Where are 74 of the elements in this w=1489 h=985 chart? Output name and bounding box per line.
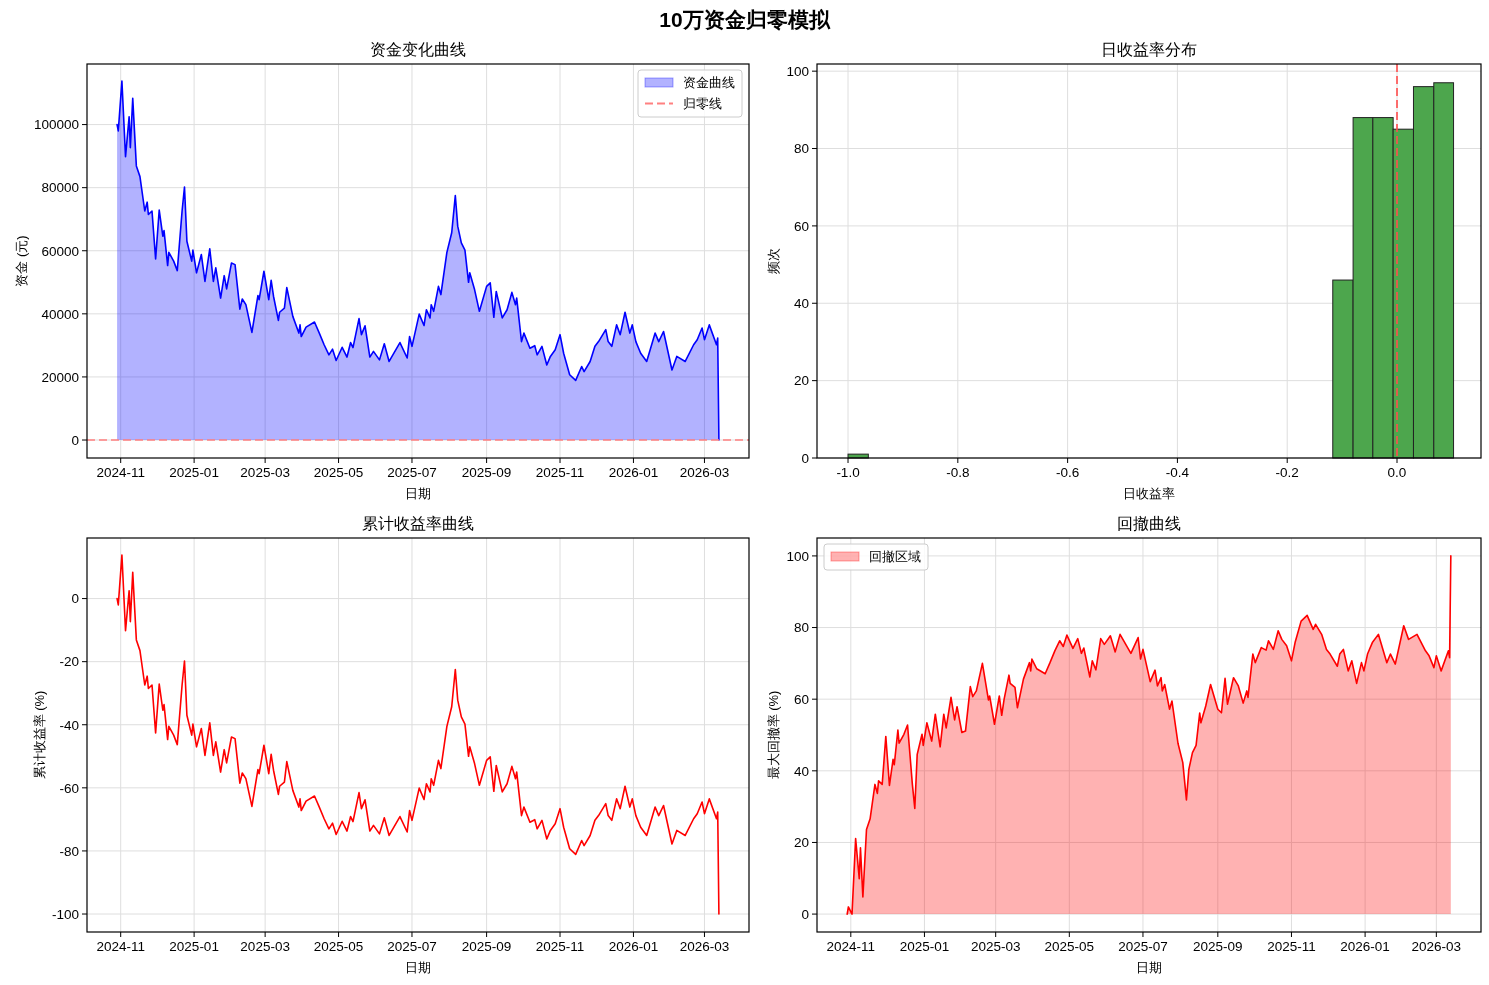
chart-title: 资金变化曲线 [370, 41, 466, 58]
y-tick-label: -100 [51, 906, 79, 922]
y-tick-label: 60 [793, 218, 809, 234]
y-tick-label: 80 [793, 141, 809, 157]
x-tick-label: -0.2 [1275, 465, 1299, 480]
x-tick-label: 2025-05 [313, 465, 364, 480]
chart-title: 回撤曲线 [1117, 515, 1181, 532]
x-tick-label: -0.8 [946, 465, 970, 480]
y-tick-label: 60 [793, 691, 809, 707]
x-tick-label: 2025-03 [970, 939, 1021, 954]
y-tick-label: 0 [71, 591, 79, 607]
x-tick-label: 2026-03 [679, 939, 730, 954]
y-tick-label: 0 [801, 450, 809, 466]
y-tick-label: 20 [793, 835, 809, 851]
x-tick-label: 2025-01 [169, 465, 219, 480]
text: 10万资金归零模拟 [659, 8, 831, 31]
y-tick-label: -20 [59, 654, 79, 670]
y-tick-label: -40 [59, 717, 79, 733]
x-tick-label: -1.0 [836, 465, 860, 480]
y-axis-title: 频次 [766, 248, 782, 274]
y-tick-label: 40 [793, 763, 809, 779]
x-tick-label: 2025-01 [899, 939, 950, 954]
x-tick-label: 2025-11 [535, 939, 585, 954]
x-tick-label: 2025-01 [169, 939, 219, 954]
x-tick-label: 2025-07 [387, 465, 437, 480]
x-tick-label: 2025-05 [313, 939, 364, 954]
x-tick-label: -0.4 [1165, 465, 1190, 480]
x-tick-label: 2024-11 [96, 465, 145, 480]
y-tick-label: -80 [59, 843, 79, 859]
x-axis-title: 日期 [405, 960, 431, 975]
x-tick-label: 2026-03 [679, 465, 730, 480]
x-tick-label: 2026-03 [1411, 939, 1462, 954]
y-tick-label: -60 [59, 780, 79, 796]
x-axis-title: 日期 [1136, 960, 1162, 975]
legend-label: 回撤区域 [869, 549, 921, 564]
x-tick-label: 2024-11 [96, 939, 145, 954]
y-tick-label: 40 [793, 296, 809, 312]
x-tick-label: 2025-09 [461, 465, 512, 480]
y-tick-label: 0 [801, 906, 809, 922]
y-axis-title: 资金 (元) [13, 235, 29, 287]
x-axis-title: 日收益率 [1123, 486, 1175, 501]
y-tick-label: 80000 [41, 180, 79, 196]
legend-label: 归零线 [683, 96, 722, 111]
x-tick-label: 2025-03 [240, 939, 290, 954]
y-tick-label: 0 [71, 432, 79, 448]
chart-title: 日收益率分布 [1101, 41, 1197, 58]
chart-title: 累计收益率曲线 [362, 515, 474, 532]
x-tick-label: 2025-11 [535, 465, 585, 480]
y-tick-label: 20000 [41, 369, 79, 385]
y-tick-label: 40000 [41, 306, 79, 322]
legend: 回撤区域 [823, 543, 929, 571]
x-tick-label: 2026-01 [608, 465, 659, 480]
x-tick-label: 2026-01 [608, 939, 659, 954]
x-tick-label: 2025-11 [1267, 939, 1316, 954]
y-tick-label: 20 [793, 373, 809, 389]
x-tick-label: 2025-09 [1193, 939, 1243, 954]
x-tick-label: -0.6 [1055, 465, 1080, 480]
x-tick-label: 2025-03 [240, 465, 290, 480]
y-tick-label: 100 [786, 548, 809, 564]
x-tick-label: 2025-09 [461, 939, 512, 954]
legend-label: 资金曲线 [683, 75, 735, 90]
x-tick-label: 2025-07 [1118, 939, 1168, 954]
x-tick-label: 2024-11 [826, 939, 876, 954]
x-tick-label: 2025-05 [1044, 939, 1095, 954]
y-tick-label: 100 [786, 63, 809, 79]
y-tick-label: 60000 [41, 243, 79, 259]
x-tick-label: 2025-07 [387, 939, 437, 954]
x-axis-title: 日期 [405, 486, 431, 501]
x-tick-label: 2026-01 [1340, 939, 1390, 954]
y-tick-label: 100000 [33, 117, 79, 133]
y-axis-title: 累计收益率 (%) [31, 690, 47, 780]
y-tick-label: 80 [793, 620, 809, 636]
y-axis-title: 最大回撤率 (%) [766, 690, 782, 780]
x-tick-label: 0.0 [1387, 465, 1407, 480]
